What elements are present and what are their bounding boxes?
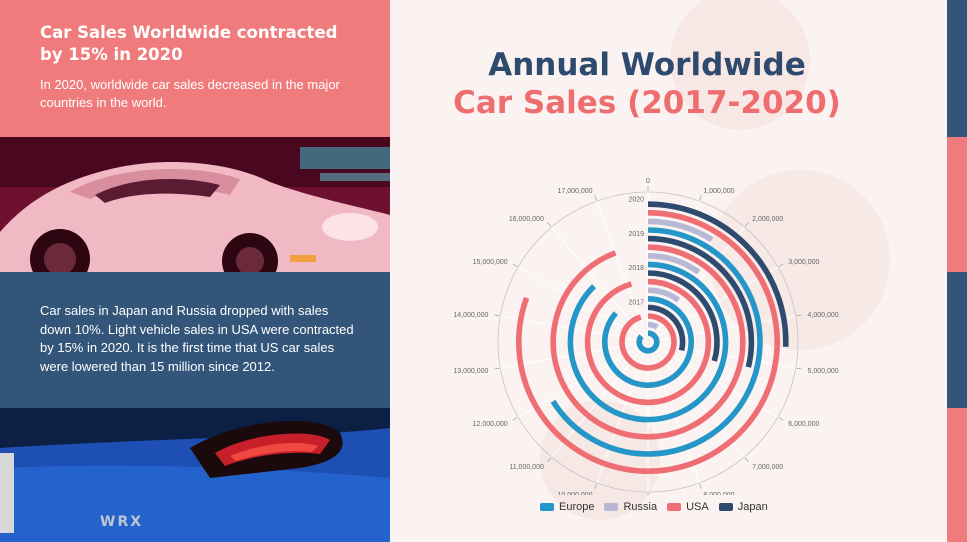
legend-item: USA: [667, 501, 709, 513]
blue-car-illustration: WRX: [0, 408, 390, 542]
strip-segment-coral-2: [947, 408, 967, 542]
chart-grid-line: [551, 226, 645, 338]
chart-tick-label: 8,000,000: [703, 492, 734, 495]
chart-tick-mark: [512, 263, 518, 267]
strip-segment-navy-2: [947, 272, 967, 408]
chart-tick-label: 0: [646, 178, 650, 185]
chart-category-label: 2018: [628, 265, 644, 272]
legend-label: Russia: [623, 501, 658, 513]
chart-bar: [647, 235, 755, 368]
chart-tick-mark: [744, 222, 749, 227]
chart-tick-label: 2,000,000: [752, 216, 783, 223]
chart-bar: [550, 244, 746, 440]
chart-bar: [636, 330, 660, 354]
chart-tick-label: 6,000,000: [788, 421, 819, 428]
chart-bar: [516, 210, 780, 474]
blue-car-photo: WRX: [0, 408, 390, 542]
chart-bar: [647, 270, 720, 362]
chart-tick-label: 17,000,000: [558, 188, 593, 195]
chart-tick-mark: [547, 457, 552, 462]
chart-tick-mark: [699, 195, 702, 201]
body-panel: Car sales in Japan and Russia dropped wi…: [0, 272, 390, 408]
intro-text: In 2020, worldwide car sales decreased i…: [40, 77, 340, 110]
chart-bar: [647, 287, 681, 303]
chart-bar: [647, 253, 701, 275]
chart-tick-mark: [512, 417, 518, 421]
chart-title-line-1: Annual Worldwide: [488, 47, 806, 83]
legend-swatch: [540, 503, 554, 511]
legend-label: USA: [686, 501, 709, 513]
red-car-illustration: [0, 137, 390, 272]
chart-tick-label: 5,000,000: [808, 368, 839, 375]
radial-bar-chart: 0 1,000,000 2,000,000 3,000,000 4,000,000 5,0…: [453, 178, 839, 495]
red-car-photo: [0, 137, 390, 272]
chart-category-label: 2019: [628, 231, 644, 238]
chart-bar: [647, 304, 686, 352]
chart-grid-line: [596, 200, 647, 337]
chart-tick-mark: [494, 314, 500, 317]
legend-swatch: [667, 503, 682, 511]
chart-legend: Europe Russia USA Japan: [540, 501, 768, 513]
chart-tick-mark: [699, 483, 702, 489]
headline-panel: Car Sales Worldwide contracted by 15% in…: [0, 0, 390, 137]
chart-tick-mark: [778, 417, 784, 421]
chart-bar: [550, 227, 763, 457]
legend-item: Japan: [718, 501, 768, 513]
legend-item: Russia: [604, 501, 657, 513]
legend-swatch: [718, 503, 733, 511]
chart-tick-label: 15,000,000: [473, 259, 508, 266]
chart-tick-label: 14,000,000: [453, 312, 488, 319]
headline: Car Sales Worldwide contracted by 15% in…: [40, 23, 338, 64]
chart-category-label: 2020: [628, 196, 644, 203]
chart-tick-label: 3,000,000: [788, 259, 819, 266]
chart-tick-mark: [494, 367, 500, 370]
chart-tick-label: 4,000,000: [808, 312, 839, 319]
chart-tick-label: 16,000,000: [509, 216, 544, 223]
wrx-badge: WRX: [100, 514, 143, 530]
chart-bar: [647, 201, 789, 347]
legend-label: Japan: [737, 501, 768, 513]
chart-category-label: 2017: [628, 300, 644, 307]
left-panel: Car Sales Worldwide contracted by 15% in…: [0, 0, 390, 542]
chart-tick-label: 10,000,000: [558, 492, 593, 495]
chart-tick-label: 12,000,000: [473, 421, 508, 428]
chart-bar: [584, 278, 712, 406]
chart-tick-mark: [778, 263, 784, 267]
chart-tick-label: 11,000,000: [509, 464, 544, 471]
chart-tick-mark: [594, 195, 597, 201]
chart-title-line-2: Car Sales (2017-2020): [453, 85, 841, 121]
chart-bar: [619, 313, 677, 371]
legend-label: Europe: [559, 501, 595, 513]
strip-segment-navy-1: [947, 0, 967, 137]
chart-bar: [602, 296, 694, 388]
body-text: Car sales in Japan and Russia dropped wi…: [40, 303, 354, 374]
legend-item: Europe: [540, 501, 594, 513]
chart-tick-label: 1,000,000: [703, 188, 734, 195]
chart-tick-mark: [547, 222, 552, 227]
chart-tick-mark: [796, 367, 802, 370]
legend-swatch: [604, 503, 619, 511]
chart-tick-label: 13,000,000: [453, 368, 488, 375]
chart-bar: [647, 321, 659, 330]
chart-tick-label: 7,000,000: [752, 464, 783, 471]
chart-tick-mark: [796, 314, 802, 317]
strip-segment-coral-1: [947, 137, 967, 272]
chart-bar: [647, 218, 714, 243]
chart-title: Annual Worldwide Car Sales (2017-2020): [432, 46, 862, 122]
chart-tick-mark: [744, 457, 749, 462]
chart-tick-mark: [594, 483, 597, 489]
chart-bar: [567, 261, 729, 423]
